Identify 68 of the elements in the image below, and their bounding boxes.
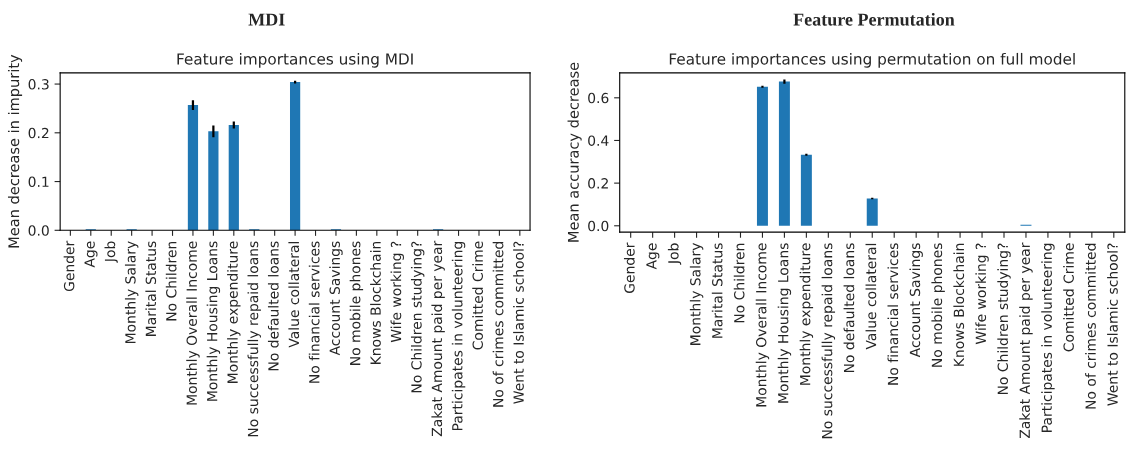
x-tick-label: Monthly Overall Income [755, 243, 770, 407]
bar [289, 82, 301, 231]
x-tick-label: No of crimes committed [1085, 243, 1096, 409]
y-tick-label: 0.1 [28, 176, 49, 188]
x-tick-label: Account Savings [909, 243, 923, 358]
x-tick-label: No Children studying? [997, 243, 1011, 395]
x-tick-label: No defaulted loans [267, 241, 279, 371]
bar [208, 131, 219, 231]
x-tick-label: Comitted Crime [1063, 243, 1074, 352]
x-tick-label: Monthly Salary [689, 243, 704, 345]
y-tick-label: 0.6 [588, 92, 609, 104]
x-tick-label: No Children [165, 241, 177, 321]
y-axis-title: Mean accuracy decrease [567, 62, 582, 242]
x-tick-label: No Children [733, 243, 745, 323]
x-tick-label: No mobile phones [931, 243, 945, 367]
x-tick-label: Wife working ? [390, 241, 404, 343]
bar [228, 125, 239, 231]
x-tick-label: No mobile phones [349, 241, 364, 365]
chart-subtitle: Feature importances using permutation on full model [669, 52, 1075, 68]
y-tick-label: 0.0 [588, 220, 609, 232]
x-tick-label: Wife working ? [975, 243, 989, 345]
x-tick-label: Monthly Salary [124, 241, 139, 344]
x-tick-label: Knows Blockchain [370, 241, 381, 364]
x-tick-label: Monthly Housing Loans [777, 243, 792, 403]
y-tick-label: 0.0 [28, 225, 49, 236]
x-tick-label: Knows Blockchain [953, 243, 965, 366]
x-tick-label: Marital Status [145, 241, 157, 336]
x-tick-label: Participates in volunteering [451, 241, 466, 431]
chart-title: Feature Permutation [793, 12, 955, 26]
x-tick-label: Account Savings [329, 241, 343, 356]
x-tick-label: Comitted Crime [472, 241, 483, 350]
x-tick-label: Age [84, 241, 98, 268]
x-tick-label: Gender [623, 242, 635, 293]
x-tick-label: Zakat Amount paid per year [431, 240, 445, 437]
x-tick-label: Job [104, 241, 118, 263]
x-tick-label: No successfully repaid loans [821, 243, 836, 439]
bar [756, 86, 768, 226]
x-tick-label: Age [646, 243, 660, 270]
x-tick-label: Monthly Housing Loans [206, 241, 221, 401]
chart-title: MDI [248, 13, 285, 26]
x-tick-label: Gender [63, 240, 75, 292]
bar [187, 105, 199, 231]
x-tick-label: No Children studying? [410, 241, 425, 393]
bar [866, 198, 878, 226]
x-tick-label: Monthly expenditure [227, 241, 241, 383]
chart-subtitle: Feature importances using MDI [177, 52, 413, 68]
x-tick-label: No defaulted loans [843, 243, 855, 373]
y-axis-title: Mean decrease in impurity [7, 54, 23, 248]
y-tick-label: 0.2 [28, 127, 49, 139]
y-tick-label: 0.3 [28, 79, 49, 90]
x-tick-label: No successfully repaid loans [247, 241, 261, 437]
x-tick-label: No financial services [887, 243, 899, 385]
x-tick-label: Value collateral [288, 242, 300, 348]
x-tick-label: Went to Islamic school? [1107, 243, 1118, 406]
y-tick-label: 0.2 [588, 178, 608, 189]
x-tick-label: Job [667, 243, 682, 265]
x-tick-label: Monthly Overall Income [186, 241, 200, 405]
bar [800, 154, 812, 226]
x-tick-label: No of crimes committed [492, 241, 504, 407]
x-tick-label: Value collateral [865, 243, 877, 350]
x-tick-label: Zakat Amount paid per year [1019, 242, 1033, 439]
y-tick-label: 0.4 [588, 135, 609, 146]
x-tick-label: No financial services [308, 241, 320, 383]
x-tick-label: Monthly expenditure [799, 243, 814, 385]
x-tick-label: Participates in volunteering [1041, 243, 1055, 432]
x-tick-label: Went to Islamic school? [513, 241, 524, 404]
bar [778, 81, 790, 226]
x-tick-label: Marital Status [711, 243, 723, 338]
